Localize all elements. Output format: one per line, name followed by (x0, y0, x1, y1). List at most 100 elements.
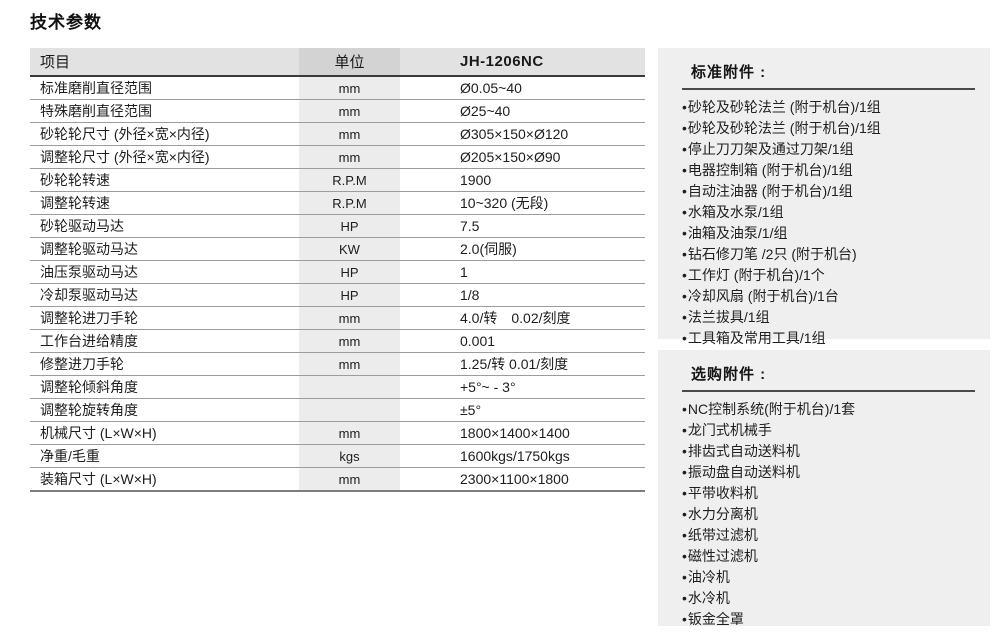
table-row: 调整轮旋转角度 ±5° (30, 398, 645, 422)
spec-value: 2.0(伺服) (400, 237, 645, 261)
spec-value: Ø205×150×Ø90 (400, 145, 645, 169)
spec-value: 4.0/转 0.02/刻度 (400, 306, 645, 330)
column-header-item: 项目 (30, 48, 299, 77)
spec-value: 1900 (400, 168, 645, 192)
spec-item: 油压泵驱动马达 (30, 260, 299, 284)
spec-unit: mm (299, 306, 400, 330)
table-row: 冷却泵驱动马达 HP 1/8 (30, 283, 645, 307)
spec-unit: HP (299, 260, 400, 284)
spec-unit: KW (299, 237, 400, 261)
optional-accessories-list: NC控制系统(附于机台)/1套 龙门式机械手 排齿式自动送料机 振动盘自动送料机… (682, 399, 980, 630)
spec-item: 工作台进给精度 (30, 329, 299, 353)
spec-item: 装箱尺寸 (L×W×H) (30, 467, 299, 492)
spec-item: 净重/毛重 (30, 444, 299, 468)
spec-unit: R.P.M (299, 191, 400, 215)
list-item: 排齿式自动送料机 (682, 441, 980, 462)
table-row: 标准磨削直径范围 mm Ø0.05~40 (30, 76, 645, 100)
spec-item: 调整轮转速 (30, 191, 299, 215)
column-header-model: JH-1206NC (400, 48, 645, 77)
list-item: 水力分离机 (682, 504, 980, 525)
spec-unit: mm (299, 329, 400, 353)
spec-item: 调整轮倾斜角度 (30, 375, 299, 399)
table-row: 机械尺寸 (L×W×H) mm 1800×1400×1400 (30, 421, 645, 445)
list-item: 钻石修刀笔 /2只 (附于机台) (682, 244, 980, 265)
spec-value: 1800×1400×1400 (400, 421, 645, 445)
spec-value: Ø25~40 (400, 99, 645, 123)
spec-value: 10~320 (无段) (400, 191, 645, 215)
spec-value: +5°~ - 3° (400, 375, 645, 399)
list-item: 冷却风扇 (附于机台)/1台 (682, 286, 980, 307)
spec-unit: mm (299, 76, 400, 100)
spec-item: 砂轮轮转速 (30, 168, 299, 192)
list-item: 停止刀刀架及通过刀架/1组 (682, 139, 980, 160)
list-item: 钣金全罩 (682, 609, 980, 630)
spec-value: 2300×1100×1800 (400, 467, 645, 492)
list-item: 工作灯 (附于机台)/1个 (682, 265, 980, 286)
spec-value: 1600kgs/1750kgs (400, 444, 645, 468)
list-item: 龙门式机械手 (682, 420, 980, 441)
spec-unit: mm (299, 99, 400, 123)
spec-unit: HP (299, 283, 400, 307)
column-header-unit: 单位 (299, 48, 400, 77)
list-item: 磁性过滤机 (682, 546, 980, 567)
spec-item: 调整轮旋转角度 (30, 398, 299, 422)
page-title: 技术参数 (30, 13, 102, 32)
spec-unit: HP (299, 214, 400, 238)
list-item: 砂轮及砂轮法兰 (附于机台)/1组 (682, 118, 980, 139)
list-item: 平带收料机 (682, 483, 980, 504)
table-row: 工作台进给精度 mm 0.001 (30, 329, 645, 353)
list-item: 油箱及油泵/1/组 (682, 223, 980, 244)
spec-value: 0.001 (400, 329, 645, 353)
table-row: 调整轮转速 R.P.M 10~320 (无段) (30, 191, 645, 215)
optional-accessories-panel: 选购附件 : NC控制系统(附于机台)/1套 龙门式机械手 排齿式自动送料机 振… (658, 350, 990, 627)
list-item: 振动盘自动送料机 (682, 462, 980, 483)
table-row: 调整轮尺寸 (外径×宽×内径) mm Ø205×150×Ø90 (30, 145, 645, 169)
standard-accessories-list: 砂轮及砂轮法兰 (附于机台)/1组 砂轮及砂轮法兰 (附于机台)/1组 停止刀刀… (682, 97, 980, 349)
spec-item: 砂轮驱动马达 (30, 214, 299, 238)
spec-unit: mm (299, 145, 400, 169)
list-item: NC控制系统(附于机台)/1套 (682, 399, 980, 420)
table-row: 调整轮进刀手轮 mm 4.0/转 0.02/刻度 (30, 306, 645, 330)
standard-accessories-panel: 标准附件 : 砂轮及砂轮法兰 (附于机台)/1组 砂轮及砂轮法兰 (附于机台)/… (658, 48, 990, 346)
table-row: 特殊磨削直径范围 mm Ø25~40 (30, 99, 645, 123)
spec-value: 1.25/转 0.01/刻度 (400, 352, 645, 376)
table-header-row: 项目 单位 JH-1206NC (30, 48, 645, 77)
spec-table: 项目 单位 JH-1206NC 标准磨削直径范围 mm Ø0.05~40 特殊磨… (30, 48, 645, 492)
spec-unit (299, 398, 400, 422)
table-row: 砂轮轮转速 R.P.M 1900 (30, 168, 645, 192)
spec-item: 调整轮进刀手轮 (30, 306, 299, 330)
table-row: 砂轮轮尺寸 (外径×宽×内径) mm Ø305×150×Ø120 (30, 122, 645, 146)
spec-item: 修整进刀手轮 (30, 352, 299, 376)
spec-value: Ø305×150×Ø120 (400, 122, 645, 146)
spec-item: 调整轮驱动马达 (30, 237, 299, 261)
table-row: 调整轮驱动马达 KW 2.0(伺服) (30, 237, 645, 261)
spec-value: 7.5 (400, 214, 645, 238)
spec-unit: mm (299, 467, 400, 492)
table-row: 油压泵驱动马达 HP 1 (30, 260, 645, 284)
spec-unit: mm (299, 421, 400, 445)
table-row: 装箱尺寸 (L×W×H) mm 2300×1100×1800 (30, 467, 645, 492)
table-row: 砂轮驱动马达 HP 7.5 (30, 214, 645, 238)
spec-value: 1 (400, 260, 645, 284)
list-item: 水箱及水泵/1组 (682, 202, 980, 223)
spec-item: 特殊磨削直径范围 (30, 99, 299, 123)
spec-item: 标准磨削直径范围 (30, 76, 299, 100)
spec-value: ±5° (400, 398, 645, 422)
spec-item: 冷却泵驱动马达 (30, 283, 299, 307)
list-item: 砂轮及砂轮法兰 (附于机台)/1组 (682, 97, 980, 118)
spec-unit: kgs (299, 444, 400, 468)
spec-unit: mm (299, 122, 400, 146)
list-item: 自动注油器 (附于机台)/1组 (682, 181, 980, 202)
list-item: 工具箱及常用工具/1组 (682, 328, 980, 349)
spec-unit (299, 375, 400, 399)
spec-value: 1/8 (400, 283, 645, 307)
table-row: 调整轮倾斜角度 +5°~ - 3° (30, 375, 645, 399)
spec-unit: mm (299, 352, 400, 376)
table-row: 净重/毛重 kgs 1600kgs/1750kgs (30, 444, 645, 468)
spec-item: 机械尺寸 (L×W×H) (30, 421, 299, 445)
list-item: 法兰拔具/1组 (682, 307, 980, 328)
optional-accessories-title: 选购附件 : (682, 363, 975, 392)
standard-accessories-title: 标准附件 : (682, 61, 975, 90)
spec-unit: R.P.M (299, 168, 400, 192)
